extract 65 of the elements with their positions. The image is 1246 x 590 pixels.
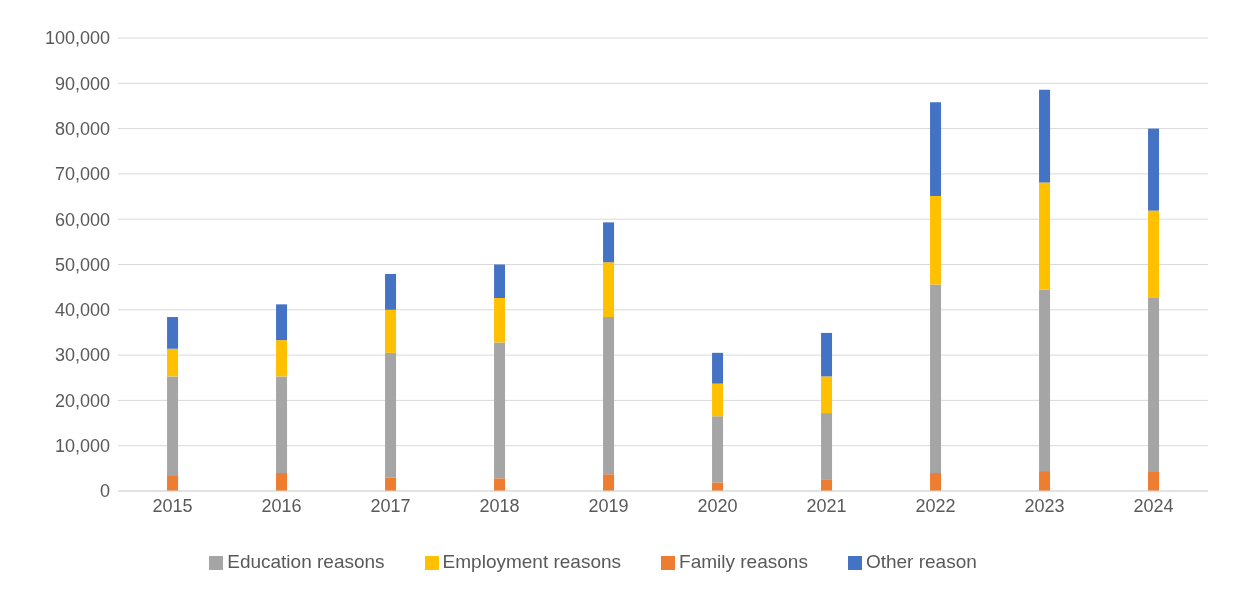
- x-tick-label: 2019: [588, 495, 629, 516]
- legend-label: Other reason: [865, 551, 977, 572]
- bar: [494, 298, 506, 343]
- bar: [930, 196, 942, 285]
- y-tick-label: 10,000: [54, 436, 110, 457]
- bar: [385, 477, 397, 491]
- x-tick-label: 2022: [915, 495, 956, 516]
- legend-label: Education reasons: [227, 551, 385, 572]
- bar: [1148, 128, 1160, 211]
- y-tick-label: 70,000: [54, 164, 110, 185]
- bar: [276, 304, 288, 341]
- bar: [1148, 210, 1160, 299]
- y-tick-label: 60,000: [54, 209, 110, 230]
- bar: [712, 416, 724, 483]
- bar: [1148, 298, 1160, 472]
- bar: [821, 413, 833, 480]
- y-tick-label: 30,000: [54, 345, 110, 366]
- y-tick-label: 0: [99, 481, 110, 502]
- bar: [603, 474, 615, 491]
- x-tick-label: 2024: [1133, 495, 1174, 516]
- bar: [930, 102, 942, 197]
- x-tick-label: 2021: [806, 495, 847, 516]
- bar: [712, 482, 724, 491]
- bar: [930, 472, 942, 491]
- bar: [167, 348, 179, 377]
- y-tick-label: 80,000: [54, 118, 110, 139]
- bar: [930, 284, 942, 473]
- y-tick-label: 40,000: [54, 300, 110, 321]
- bar: [494, 478, 506, 491]
- bar: [167, 376, 179, 476]
- legend-label: Employment reasons: [442, 551, 622, 572]
- bar: [276, 472, 288, 491]
- bar: [1148, 471, 1160, 491]
- bar: [276, 376, 288, 473]
- bar: [385, 274, 397, 310]
- bar: [603, 317, 615, 475]
- bar: [385, 309, 397, 353]
- bar: [712, 383, 724, 417]
- bar: [385, 352, 397, 478]
- bar: [603, 262, 615, 318]
- bar: [276, 340, 288, 377]
- bar: [821, 479, 833, 491]
- y-tick-label: 20,000: [54, 390, 110, 411]
- x-tick-label: 2023: [1024, 495, 1065, 516]
- bar: [1039, 182, 1051, 290]
- legend-label: Family reasons: [679, 551, 808, 572]
- bar: [603, 222, 615, 263]
- bar: [1039, 471, 1051, 491]
- bar: [821, 332, 833, 377]
- bar: [821, 376, 833, 414]
- y-tick-label: 90,000: [54, 73, 110, 94]
- bar: [167, 317, 179, 349]
- x-tick-label: 2020: [697, 495, 738, 516]
- x-tick-label: 2016: [261, 495, 302, 516]
- y-tick-label: 50,000: [54, 254, 110, 275]
- y-tick-label: 100,000: [44, 28, 110, 49]
- bar: [494, 342, 506, 479]
- bar: [1039, 89, 1051, 183]
- x-tick-label: 2018: [479, 495, 520, 516]
- bar: [494, 264, 506, 299]
- x-tick-label: 2017: [370, 495, 411, 516]
- bar: [167, 475, 179, 491]
- bar: [712, 352, 724, 384]
- bar: [1039, 289, 1051, 472]
- x-tick-label: 2015: [152, 495, 193, 516]
